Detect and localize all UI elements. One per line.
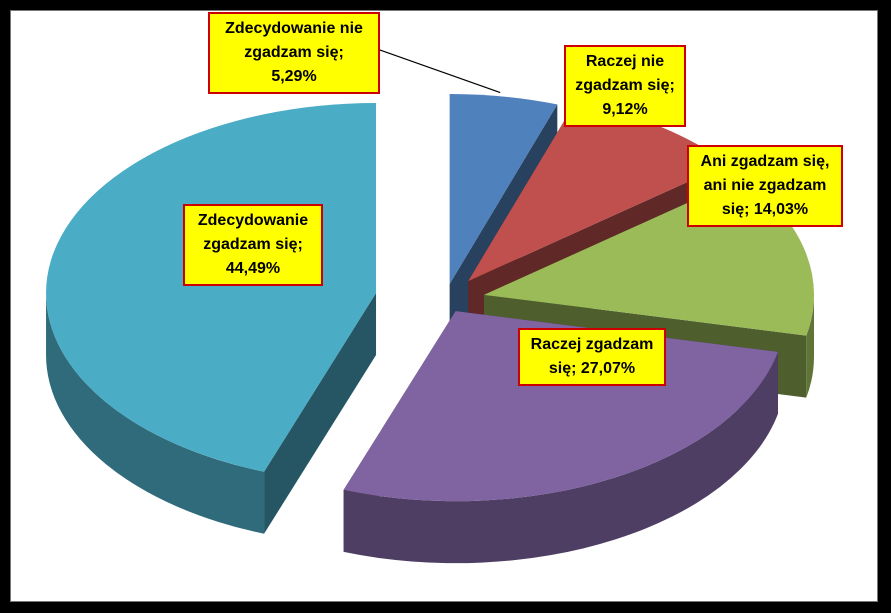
- slice-side-2: [806, 294, 814, 398]
- slice-top-3: [343, 311, 778, 502]
- label-raczej-nie: Raczej nie zgadzam się; 9,12%: [564, 45, 686, 127]
- label-zdecydowanie-nie: Zdecydowanie nie zgadzam się; 5,29%: [208, 12, 380, 94]
- label-ani-ani: Ani zgadzam się, ani nie zgadzam się; 14…: [687, 145, 843, 227]
- slice-side-3: [343, 351, 778, 564]
- label-zdecydowanie-tak: Zdecydowanie zgadzam się; 44,49%: [183, 204, 323, 286]
- slice-top-0: [449, 93, 558, 284]
- leader-line: [379, 49, 501, 94]
- slice-wall-4-0: [264, 293, 377, 534]
- label-raczej-tak: Raczej zgadzam się; 27,07%: [518, 328, 666, 386]
- slice-side-4: [46, 293, 265, 534]
- slice-top-1: [468, 101, 728, 282]
- slice-top-4: [46, 103, 377, 472]
